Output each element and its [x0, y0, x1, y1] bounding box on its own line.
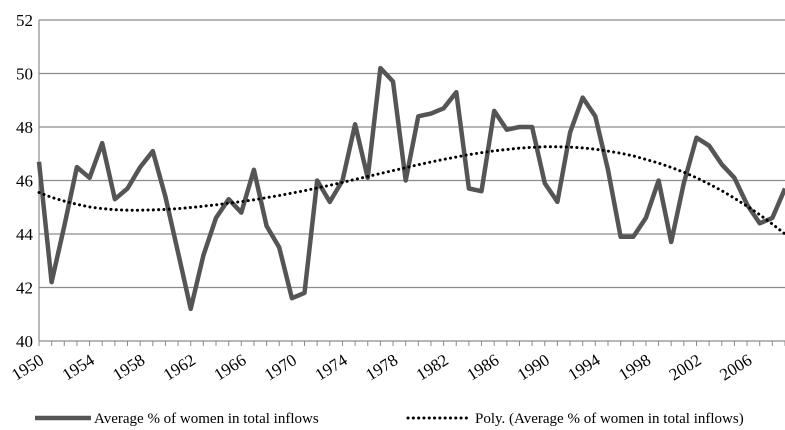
trendline-series-line	[37, 145, 785, 236]
x-tick-label: 1958	[109, 350, 148, 384]
x-tick-label: 1950	[8, 350, 47, 384]
y-tick-label: 46	[16, 172, 33, 191]
y-tick-label: 42	[16, 279, 33, 298]
x-tick-label: 1994	[565, 350, 604, 384]
x-tick-label: 1986	[463, 350, 502, 384]
x-tick-label: 1970	[261, 350, 300, 384]
x-tick-label: 2006	[716, 350, 755, 384]
x-tick-label: 1978	[362, 350, 401, 384]
y-tick-label: 48	[16, 118, 33, 137]
y-tick-label: 40	[16, 332, 33, 351]
y-tick-label: 52	[16, 11, 33, 30]
legend-label-2: Poly. (Average % of women in total inflo…	[475, 411, 744, 427]
series	[36, 65, 785, 312]
x-tick-label: 1998	[615, 350, 654, 384]
y-tick-label: 50	[16, 65, 33, 84]
x-tick-label: 1954	[59, 350, 98, 384]
legend-label-1: Average % of women in total inflows	[94, 411, 319, 427]
x-tick-label: 1966	[211, 350, 250, 384]
grid	[39, 19, 785, 289]
y-tick-label: 44	[16, 225, 34, 244]
x-tick-label: 1974	[312, 350, 351, 384]
x-tick-label: 1962	[160, 350, 199, 384]
x-tick-label: 1990	[514, 350, 553, 384]
x-tick-label: 2002	[666, 350, 705, 384]
axes: 40 42 44 46 48 50 52 1950 1954 1958 1962 1966 1970 19…	[8, 11, 785, 384]
x-tick-label: 1982	[413, 350, 452, 384]
data-series-line	[36, 65, 785, 312]
legend: Average % of women in total inflows Poly.…	[35, 411, 744, 427]
